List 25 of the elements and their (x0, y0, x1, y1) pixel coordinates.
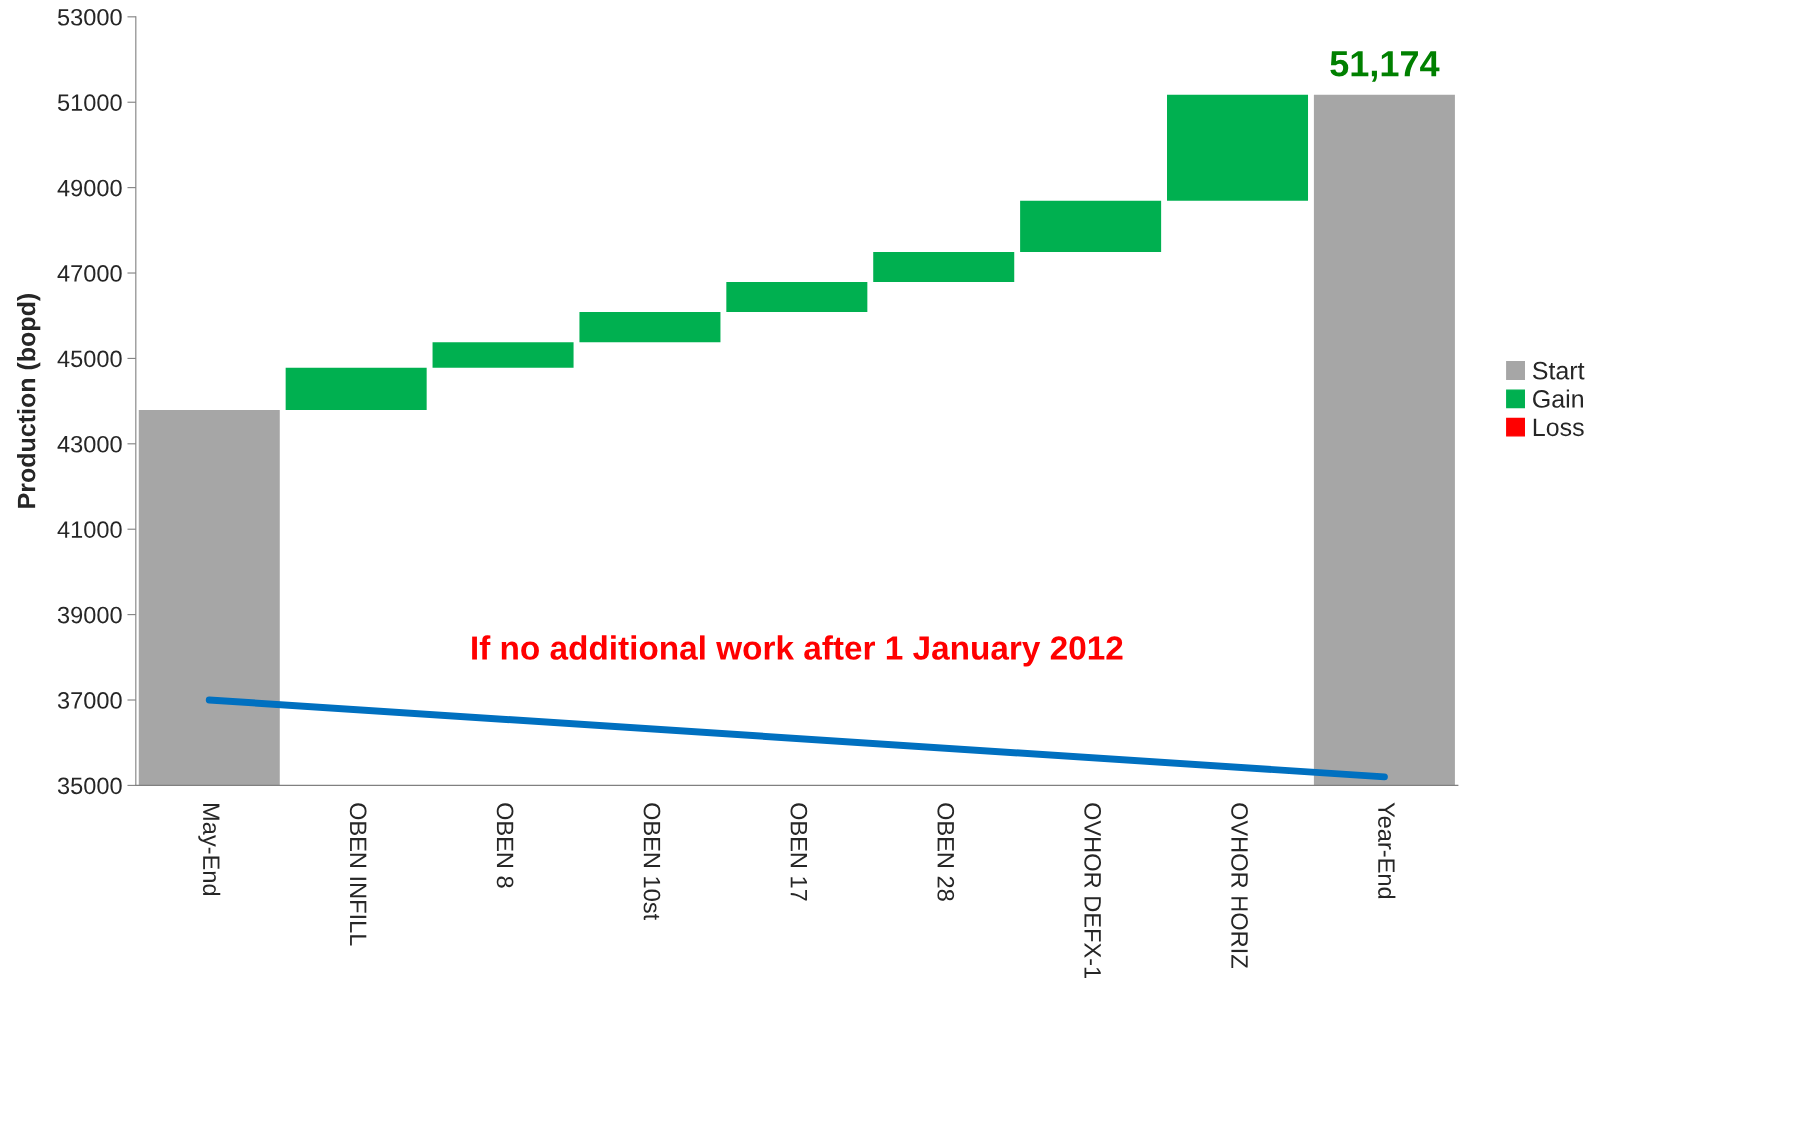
x-tick-label: OBEN 8 (496, 803, 514, 888)
x-tick-label: May-End (198, 804, 221, 896)
x-tick-label: OBEN INFILL (349, 803, 367, 946)
y-tick-label: 53000 (57, 8, 122, 26)
legend-label: Loss (1533, 418, 1584, 437)
y-tick-label: 47000 (57, 265, 122, 282)
x-tick-label: OBEN 28 (937, 803, 955, 901)
legend-label: Start (1532, 361, 1585, 380)
legend-label: Gain (1533, 389, 1583, 408)
x-tick-label: OBEN 10st (643, 803, 661, 920)
y-tick-label: 43000 (57, 435, 122, 453)
y-axis-title: Production (bopd) (17, 294, 41, 508)
y-tick-label: 45000 (57, 350, 122, 368)
annotation: If no additional work after 1 January 2012 (472, 635, 1123, 667)
data-label: 51,174 (1330, 51, 1440, 82)
y-tick-label: 41000 (57, 521, 122, 538)
x-tick-label: OVHOR DEFX-1 (1084, 803, 1102, 979)
y-tick-label: 37000 (57, 692, 122, 709)
y-tick-label: 49000 (57, 179, 122, 197)
x-tick-label: Year-End (1378, 802, 1396, 899)
x-tick-label: OVHOR HORIZ (1231, 803, 1248, 968)
y-tick-label: 51000 (57, 94, 122, 112)
y-tick-label: 35000 (57, 777, 122, 795)
x-tick-label: OBEN 17 (790, 803, 808, 901)
y-tick-label: 39000 (57, 606, 122, 624)
